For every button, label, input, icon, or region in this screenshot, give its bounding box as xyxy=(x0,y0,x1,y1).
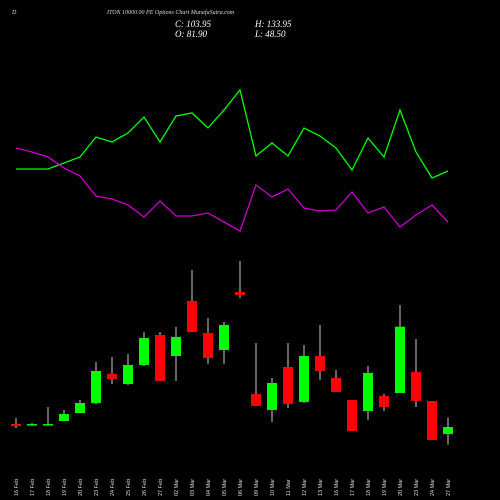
x-tick-label: 26 Feb xyxy=(142,479,148,496)
candle-body xyxy=(443,427,453,435)
candle-body xyxy=(155,334,165,381)
candle-body xyxy=(91,370,101,404)
x-tick-label: 02 Mar xyxy=(174,479,180,496)
candle-body xyxy=(379,396,389,408)
chart-title: ITON 10000.00 PE Options Chart MunafaSut… xyxy=(106,9,235,16)
candle-body xyxy=(219,324,229,351)
x-tick-label: 24 Feb xyxy=(110,479,116,496)
indicator-line xyxy=(15,147,449,232)
x-tick-label: 18 Feb xyxy=(46,479,52,496)
candle-body xyxy=(395,326,405,394)
x-tick-label: 06 Mar xyxy=(238,479,244,496)
x-tick-label: 20 Mar xyxy=(398,479,404,496)
candle-body xyxy=(299,356,309,403)
x-tick-label: 13 Mar xyxy=(318,479,324,496)
candle-body xyxy=(267,382,277,411)
candle-body xyxy=(171,336,181,357)
open-label: O: 81.90 xyxy=(175,29,207,39)
candle-body xyxy=(427,401,437,441)
candle-body xyxy=(43,424,53,426)
candle-body xyxy=(75,403,85,414)
x-tick-label: 20 Feb xyxy=(78,479,84,496)
candle-body xyxy=(123,364,133,385)
candle-body xyxy=(203,333,213,359)
x-tick-label: 24 Mar xyxy=(430,479,436,496)
title-prefix: D xyxy=(11,10,17,16)
candle-body xyxy=(59,414,69,422)
candle-body xyxy=(347,400,357,432)
x-tick-label: 05 Mar xyxy=(222,479,228,496)
candle-body xyxy=(27,424,37,426)
x-tick-label: 10 Mar xyxy=(270,479,276,496)
candle-body xyxy=(283,366,293,405)
x-tick-label: 04 Mar xyxy=(206,479,212,496)
low-label: L: 48.50 xyxy=(254,29,286,39)
indicator-line xyxy=(16,88,449,179)
candle-body xyxy=(315,356,325,371)
x-tick-label: 09 Mar xyxy=(254,479,260,496)
x-tick-label: 27 Feb xyxy=(158,479,164,496)
candle-body xyxy=(363,372,373,412)
candle-body xyxy=(411,372,421,402)
x-tick-label: 17 Mar xyxy=(350,479,356,496)
candle-body xyxy=(235,292,245,295)
x-tick-label: 27 Mar xyxy=(446,479,452,496)
x-tick-label: 16 Feb xyxy=(14,479,20,496)
x-tick-label: 23 Feb xyxy=(94,479,100,496)
x-tick-label: 18 Mar xyxy=(366,479,372,496)
close-label: C: 103.95 xyxy=(175,19,212,29)
x-tick-label: 25 Feb xyxy=(126,479,132,496)
x-tick-label: 23 Mar xyxy=(414,479,420,496)
x-tick-label: 17 Feb xyxy=(30,479,36,496)
candle-body xyxy=(107,374,117,379)
x-tick-label: 03 Mar xyxy=(190,479,196,496)
x-tick-label: 12 Mar xyxy=(302,479,308,496)
x-tick-label: 11 Mar xyxy=(286,479,292,496)
candle-body xyxy=(11,424,21,427)
x-tick-label: 16 Mar xyxy=(334,479,340,496)
candle-body xyxy=(139,338,149,365)
x-tick-label: 19 Mar xyxy=(382,479,388,496)
high-label: H: 133.95 xyxy=(254,19,292,29)
candle-body xyxy=(187,300,197,333)
candle-body xyxy=(251,394,261,407)
candle-body xyxy=(331,378,341,393)
x-tick-label: 19 Feb xyxy=(62,479,68,496)
